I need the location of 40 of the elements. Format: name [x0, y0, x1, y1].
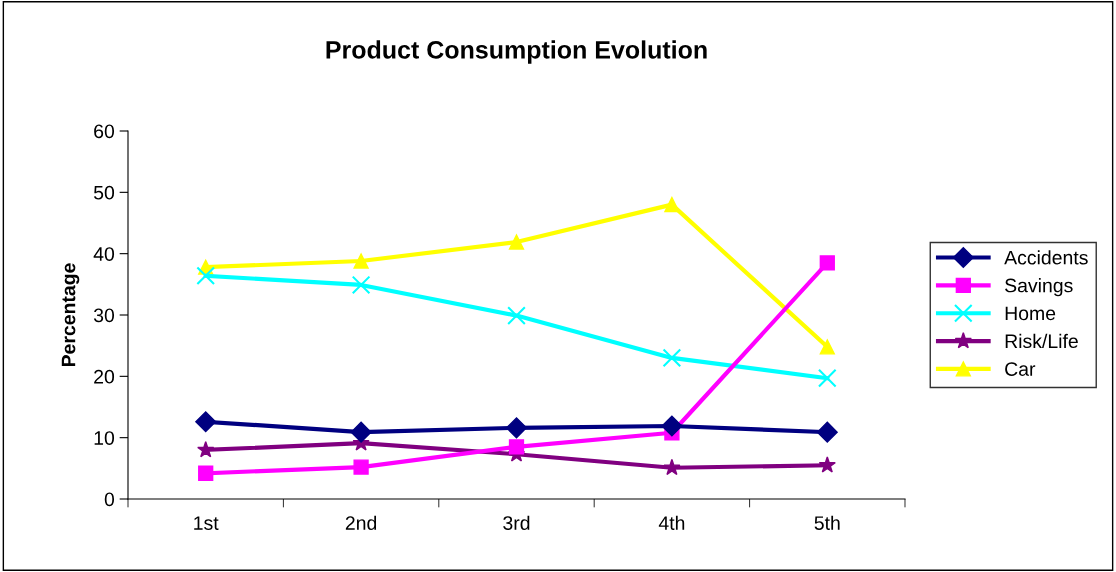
point	[817, 368, 837, 388]
x-tick-label: 5th	[814, 515, 840, 530]
point	[197, 440, 215, 458]
point	[353, 459, 369, 475]
y-axis-title: Percentage	[61, 263, 80, 367]
legend-label: Accidents	[1004, 250, 1088, 265]
x-tick-label: 4th	[658, 515, 685, 530]
point	[507, 306, 526, 325]
point	[662, 348, 682, 368]
point	[508, 234, 525, 250]
y-tick-label: 10	[94, 431, 115, 445]
point	[351, 275, 371, 295]
y-tick-label: 40	[93, 247, 115, 261]
point	[661, 415, 683, 437]
point	[508, 439, 525, 455]
point	[198, 465, 214, 481]
x-tick-label: 1st	[194, 516, 219, 530]
legend-label: Home	[1005, 306, 1056, 321]
point	[505, 417, 528, 439]
y-tick-label: 0	[104, 492, 115, 507]
x-tick-label: 3rd	[503, 515, 530, 530]
point	[350, 421, 372, 443]
point	[196, 266, 216, 286]
point	[819, 255, 835, 271]
point	[816, 421, 838, 443]
y-tick-label: 50	[93, 185, 115, 200]
legend-label: Risk/Life	[1005, 333, 1078, 349]
point	[663, 458, 681, 476]
point	[195, 411, 217, 433]
chart-title: Product Consumption Evolution	[326, 40, 707, 64]
legend-label: Car	[1005, 362, 1036, 376]
x-tick-label: 2nd	[345, 515, 377, 530]
point	[353, 253, 369, 269]
y-tick-label: 20	[94, 369, 115, 384]
y-tick-label: 60	[94, 124, 115, 139]
y-tick-label: 30	[93, 308, 115, 323]
point	[664, 196, 680, 213]
legend-label: Savings	[1005, 278, 1073, 297]
point	[818, 456, 836, 473]
point	[819, 339, 835, 355]
